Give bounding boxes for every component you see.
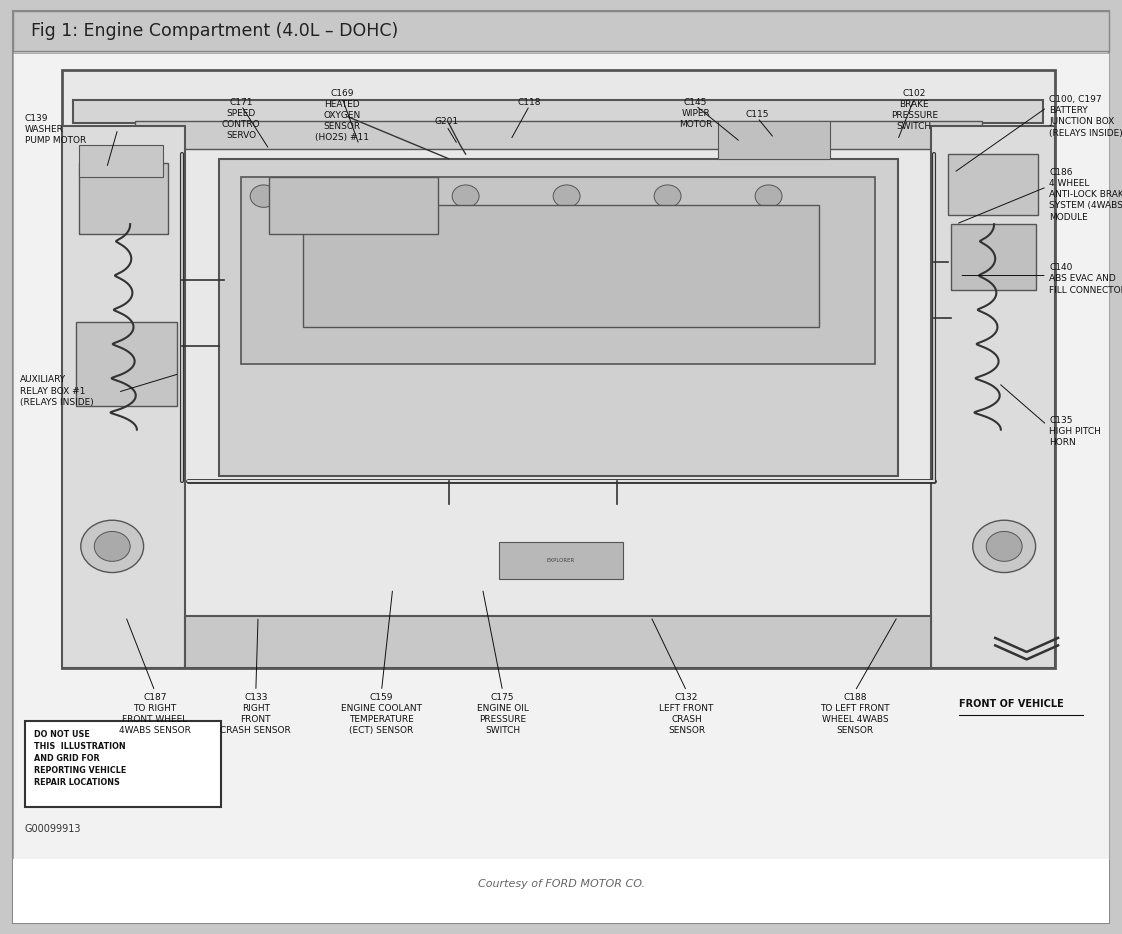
Text: C187
TO RIGHT
FRONT WHEEL
4WABS SENSOR: C187 TO RIGHT FRONT WHEEL 4WABS SENSOR: [119, 693, 191, 735]
Bar: [25, 721, 221, 807]
Text: G00099913: G00099913: [25, 824, 81, 834]
Bar: [241, 177, 875, 364]
Bar: [13, 859, 1109, 923]
Text: G201: G201: [434, 117, 459, 126]
Text: C145
WIPER
MOTOR: C145 WIPER MOTOR: [679, 98, 712, 129]
Bar: [76, 322, 177, 406]
Text: C188
TO LEFT FRONT
WHEEL 4WABS
SENSOR: C188 TO LEFT FRONT WHEEL 4WABS SENSOR: [820, 693, 890, 735]
Text: C169
HEATED
OXYGEN
SENSOR
(HO2S) #11: C169 HEATED OXYGEN SENSOR (HO2S) #11: [315, 89, 369, 142]
Text: FRONT OF VEHICLE: FRONT OF VEHICLE: [959, 699, 1064, 709]
Circle shape: [94, 531, 130, 561]
Circle shape: [351, 185, 378, 207]
Bar: [303, 205, 819, 327]
Bar: [73, 100, 1043, 123]
Circle shape: [81, 520, 144, 573]
Text: Fig 1: Engine Compartment (4.0L – DOHC): Fig 1: Engine Compartment (4.0L – DOHC): [31, 21, 398, 40]
Text: C102
BRAKE
PRESSURE
SWITCH: C102 BRAKE PRESSURE SWITCH: [891, 89, 938, 131]
Text: C118: C118: [518, 98, 541, 107]
Text: AUXILIARY
RELAY BOX #1
(RELAYS INSIDE): AUXILIARY RELAY BOX #1 (RELAYS INSIDE): [20, 375, 94, 406]
Text: C115: C115: [746, 110, 769, 120]
Text: C132
LEFT FRONT
CRASH
SENSOR: C132 LEFT FRONT CRASH SENSOR: [660, 693, 714, 735]
Circle shape: [250, 185, 277, 207]
Bar: [79, 145, 163, 177]
Text: C140
ABS EVAC AND
FILL CONNECTOR: C140 ABS EVAC AND FILL CONNECTOR: [1049, 263, 1122, 294]
Circle shape: [755, 185, 782, 207]
Bar: [62, 126, 185, 668]
Text: C100, C197
BATTERY
JUNCTION BOX
(RELAYS INSIDE): C100, C197 BATTERY JUNCTION BOX (RELAYS …: [1049, 95, 1122, 137]
Circle shape: [553, 185, 580, 207]
Bar: [499, 542, 623, 579]
Text: C133
RIGHT
FRONT
CRASH SENSOR: C133 RIGHT FRONT CRASH SENSOR: [220, 693, 292, 735]
Bar: [13, 11, 1109, 51]
Text: C171
SPEED
CONTRO
SERVO: C171 SPEED CONTRO SERVO: [222, 98, 260, 140]
Bar: [79, 163, 168, 234]
Bar: [948, 154, 1038, 215]
Circle shape: [654, 185, 681, 207]
Text: Courtesy of FORD MOTOR CO.: Courtesy of FORD MOTOR CO.: [478, 880, 644, 889]
Text: C186
4 WHEEL
ANTI-LOCK BRAKE
SYSTEM (4WABS)
MODULE: C186 4 WHEEL ANTI-LOCK BRAKE SYSTEM (4WA…: [1049, 168, 1122, 221]
Text: C159
ENGINE COOLANT
TEMPERATURE
(ECT) SENSOR: C159 ENGINE COOLANT TEMPERATURE (ECT) SE…: [341, 693, 422, 735]
Text: C139
WASHER
PUMP MOTOR: C139 WASHER PUMP MOTOR: [25, 114, 86, 145]
Text: DO NOT USE
THIS  ILLUSTRATION
AND GRID FOR
REPORTING VEHICLE
REPAIR LOCATIONS: DO NOT USE THIS ILLUSTRATION AND GRID FO…: [34, 730, 126, 786]
Text: EXPLORER: EXPLORER: [546, 558, 576, 563]
Bar: [13, 53, 1109, 859]
Bar: [135, 121, 982, 149]
Circle shape: [452, 185, 479, 207]
Bar: [951, 224, 1036, 290]
Bar: [718, 121, 830, 159]
Bar: [931, 126, 1055, 668]
Text: C175
ENGINE OIL
PRESSURE
SWITCH: C175 ENGINE OIL PRESSURE SWITCH: [477, 693, 528, 735]
Bar: [269, 177, 438, 234]
Bar: [62, 70, 1055, 668]
Bar: [185, 616, 931, 668]
Text: C135
HIGH PITCH
HORN: C135 HIGH PITCH HORN: [1049, 416, 1101, 446]
Bar: [219, 159, 898, 476]
Circle shape: [973, 520, 1036, 573]
Circle shape: [986, 531, 1022, 561]
